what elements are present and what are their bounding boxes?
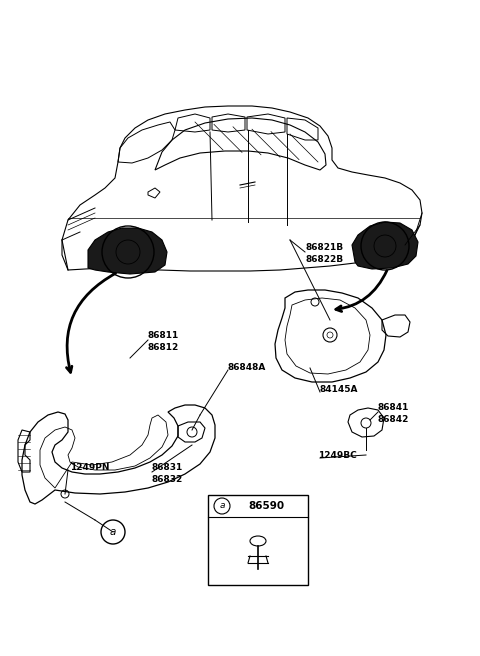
Text: 86821B: 86821B — [305, 243, 343, 253]
Bar — [208, 495, 308, 585]
Text: 1249PN: 1249PN — [70, 464, 109, 472]
Text: 86842: 86842 — [378, 415, 409, 424]
Text: 86590: 86590 — [248, 501, 284, 511]
Text: 84145A: 84145A — [320, 386, 359, 394]
Text: 86831: 86831 — [152, 464, 183, 472]
Text: a: a — [219, 501, 225, 510]
Text: 86812: 86812 — [148, 342, 179, 352]
Text: 86832: 86832 — [152, 474, 183, 483]
Polygon shape — [352, 222, 418, 269]
Text: 86811: 86811 — [148, 331, 179, 340]
Text: 86841: 86841 — [378, 403, 409, 413]
Text: a: a — [110, 527, 116, 537]
Text: 86822B: 86822B — [305, 255, 343, 264]
Text: 1249BC: 1249BC — [318, 451, 357, 461]
Text: 86848A: 86848A — [228, 363, 266, 373]
Polygon shape — [88, 228, 167, 274]
